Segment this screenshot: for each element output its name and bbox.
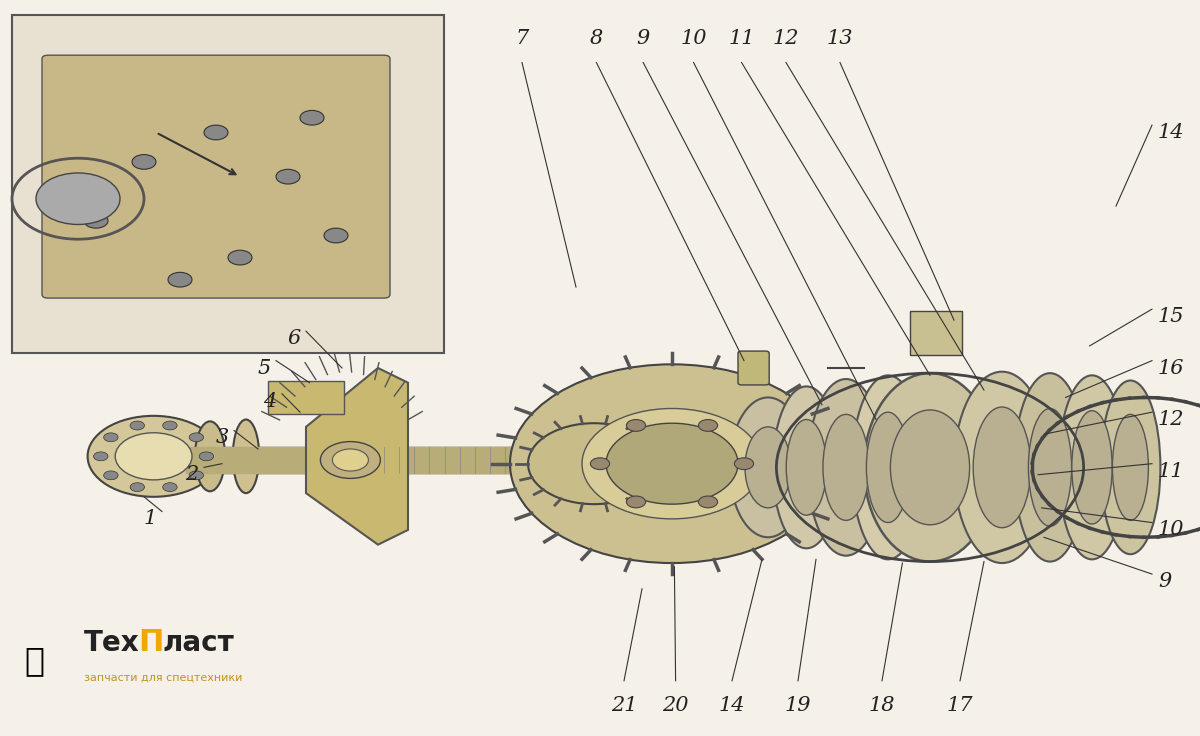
Circle shape xyxy=(606,423,738,504)
Text: 16: 16 xyxy=(1158,358,1184,378)
Text: 19: 19 xyxy=(785,696,811,715)
Ellipse shape xyxy=(1014,373,1086,562)
Circle shape xyxy=(48,66,240,184)
Text: 12: 12 xyxy=(1158,410,1184,429)
Ellipse shape xyxy=(786,420,827,515)
Text: Тех: Тех xyxy=(84,629,139,657)
FancyBboxPatch shape xyxy=(738,351,769,385)
Ellipse shape xyxy=(773,386,840,548)
Text: 6: 6 xyxy=(287,329,301,348)
Ellipse shape xyxy=(730,397,806,537)
Circle shape xyxy=(130,421,144,430)
Text: 20: 20 xyxy=(662,696,689,715)
Circle shape xyxy=(84,213,108,228)
Ellipse shape xyxy=(1058,375,1126,559)
Circle shape xyxy=(94,452,108,461)
Text: 14: 14 xyxy=(1158,123,1184,142)
Circle shape xyxy=(332,449,368,471)
Text: 15: 15 xyxy=(1158,307,1184,326)
Text: запчасти для спецтехники: запчасти для спецтехники xyxy=(84,673,242,683)
Text: ласт: ласт xyxy=(162,629,234,657)
Text: 7: 7 xyxy=(515,29,529,48)
Text: 9: 9 xyxy=(636,29,650,48)
Ellipse shape xyxy=(890,410,970,525)
Ellipse shape xyxy=(823,414,869,520)
Ellipse shape xyxy=(1100,381,1160,554)
Text: 11: 11 xyxy=(1158,461,1184,481)
Circle shape xyxy=(199,452,214,461)
Text: 4: 4 xyxy=(263,392,277,411)
Ellipse shape xyxy=(852,375,924,559)
Ellipse shape xyxy=(866,412,910,523)
Text: 2: 2 xyxy=(185,465,199,484)
Circle shape xyxy=(190,471,204,480)
Text: 9: 9 xyxy=(1158,572,1171,591)
Circle shape xyxy=(204,125,228,140)
Circle shape xyxy=(300,110,324,125)
Circle shape xyxy=(528,423,660,504)
Ellipse shape xyxy=(954,372,1050,563)
Circle shape xyxy=(88,416,220,497)
Ellipse shape xyxy=(1112,414,1148,520)
Ellipse shape xyxy=(233,420,259,493)
Circle shape xyxy=(36,173,120,224)
Text: 1: 1 xyxy=(143,509,157,528)
Text: П: П xyxy=(138,629,163,657)
Ellipse shape xyxy=(1028,408,1072,526)
Text: 11: 11 xyxy=(728,29,755,48)
Circle shape xyxy=(320,442,380,478)
Circle shape xyxy=(698,420,718,431)
Text: 5: 5 xyxy=(257,358,271,378)
Text: 3: 3 xyxy=(215,428,229,447)
Circle shape xyxy=(510,364,834,563)
Circle shape xyxy=(228,250,252,265)
Ellipse shape xyxy=(1072,411,1112,524)
Circle shape xyxy=(582,408,762,519)
Text: 18: 18 xyxy=(869,696,895,715)
Text: 13: 13 xyxy=(827,29,853,48)
Text: 8: 8 xyxy=(589,29,604,48)
Ellipse shape xyxy=(808,379,884,556)
Ellipse shape xyxy=(194,421,226,492)
Circle shape xyxy=(130,483,144,492)
Circle shape xyxy=(72,81,216,169)
Circle shape xyxy=(590,458,610,470)
Text: 10: 10 xyxy=(680,29,707,48)
FancyBboxPatch shape xyxy=(910,311,962,355)
Polygon shape xyxy=(306,368,408,545)
Circle shape xyxy=(103,433,118,442)
FancyBboxPatch shape xyxy=(268,381,344,414)
Text: 12: 12 xyxy=(773,29,799,48)
Circle shape xyxy=(103,471,118,480)
Circle shape xyxy=(168,272,192,287)
Text: 17: 17 xyxy=(947,696,973,715)
Circle shape xyxy=(190,433,204,442)
Circle shape xyxy=(132,155,156,169)
Circle shape xyxy=(163,483,178,492)
Ellipse shape xyxy=(745,427,791,508)
Ellipse shape xyxy=(973,407,1031,528)
Circle shape xyxy=(115,433,192,480)
FancyBboxPatch shape xyxy=(12,15,444,353)
Text: 21: 21 xyxy=(611,696,637,715)
Circle shape xyxy=(626,496,646,508)
Circle shape xyxy=(734,458,754,470)
Text: 14: 14 xyxy=(719,696,745,715)
Circle shape xyxy=(698,496,718,508)
FancyBboxPatch shape xyxy=(42,55,390,298)
Text: 🚜: 🚜 xyxy=(24,644,44,677)
Text: 10: 10 xyxy=(1158,520,1184,539)
Circle shape xyxy=(324,228,348,243)
Circle shape xyxy=(276,169,300,184)
Ellipse shape xyxy=(864,373,996,562)
Circle shape xyxy=(626,420,646,431)
Circle shape xyxy=(163,421,178,430)
